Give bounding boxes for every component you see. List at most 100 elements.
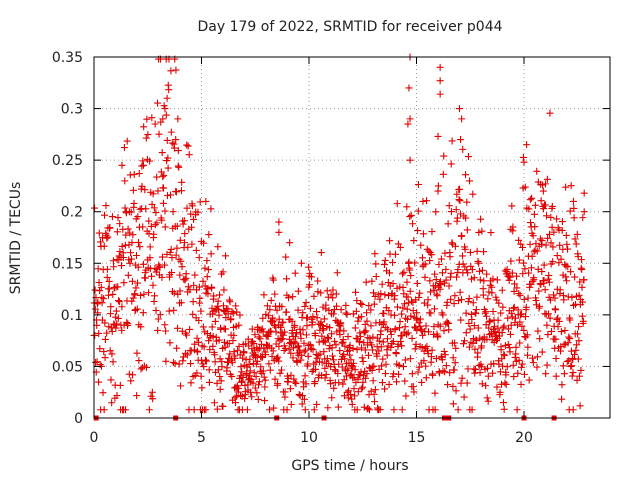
data-point (442, 265, 450, 273)
data-point (453, 273, 461, 281)
data-point (483, 394, 491, 402)
data-point (360, 403, 368, 411)
data-point (343, 310, 351, 318)
data-point (101, 354, 109, 362)
data-point (216, 373, 224, 381)
data-point (493, 276, 501, 284)
data-point (353, 297, 361, 305)
data-point (121, 204, 129, 212)
data-point (215, 336, 223, 344)
x-axis-label: GPS time / hours (291, 458, 408, 474)
data-point (578, 312, 586, 320)
data-point (538, 348, 546, 356)
data-point (519, 270, 527, 278)
data-point (433, 292, 441, 300)
data-point (423, 342, 431, 350)
data-point (543, 321, 551, 329)
data-point (267, 296, 275, 304)
data-point (556, 286, 564, 294)
data-point (309, 313, 317, 321)
data-point (360, 339, 368, 347)
data-point (229, 309, 237, 317)
data-point (170, 306, 178, 314)
data-point (175, 163, 183, 171)
data-point (557, 343, 565, 351)
data-point (369, 289, 377, 297)
data-point (310, 292, 318, 300)
data-point (520, 158, 528, 166)
data-point (146, 243, 154, 251)
data-point (442, 276, 450, 284)
data-point (227, 315, 235, 323)
data-point (375, 347, 383, 355)
data-point (118, 326, 126, 334)
data-point (477, 215, 485, 223)
data-point (365, 302, 373, 310)
data-point (259, 314, 267, 322)
data-point (118, 303, 126, 311)
data-point (160, 171, 168, 179)
data-point (250, 369, 258, 377)
y-tick-label: 0.05 (52, 359, 83, 375)
data-point (383, 351, 391, 359)
data-point (463, 226, 471, 234)
data-point (580, 189, 588, 197)
data-point (96, 345, 104, 353)
data-point (376, 406, 384, 414)
data-point (236, 311, 244, 319)
x-tick-label: 10 (300, 430, 318, 446)
data-point (522, 303, 530, 311)
data-point (530, 276, 538, 284)
data-point (121, 177, 129, 185)
data-point (350, 374, 358, 382)
data-point (200, 343, 208, 351)
data-point (489, 275, 497, 283)
data-point (384, 279, 392, 287)
data-point (449, 382, 457, 390)
data-point (562, 262, 570, 270)
data-point (139, 157, 147, 165)
data-point (570, 204, 578, 212)
data-point (105, 277, 113, 285)
data-point (116, 247, 124, 255)
data-point (573, 376, 581, 384)
data-point (487, 229, 495, 237)
data-point (381, 385, 389, 393)
data-point (470, 274, 478, 282)
data-point (321, 364, 329, 372)
data-point (338, 339, 346, 347)
data-point (480, 248, 488, 256)
data-point (282, 253, 290, 261)
data-point (441, 368, 449, 376)
data-point (228, 372, 236, 380)
data-point (476, 267, 484, 275)
data-point (458, 374, 466, 382)
data-point (550, 228, 558, 236)
data-point (504, 325, 512, 333)
data-point (466, 248, 474, 256)
data-point (161, 261, 169, 269)
data-point (103, 329, 111, 337)
data-point (543, 175, 551, 183)
data-point (229, 337, 237, 345)
data-point (235, 321, 243, 329)
data-point (144, 131, 152, 139)
data-point (204, 266, 212, 274)
data-point (348, 395, 356, 403)
data-point (100, 406, 108, 414)
data-point (447, 295, 455, 303)
data-point (410, 237, 418, 245)
data-point (251, 384, 259, 392)
data-point (231, 354, 239, 362)
data-point (576, 402, 584, 410)
data-point (278, 319, 286, 327)
data-point (396, 318, 404, 326)
data-point (289, 354, 297, 362)
data-point (560, 296, 568, 304)
data-point (415, 319, 423, 327)
data-point (112, 307, 120, 315)
data-point (120, 279, 128, 287)
data-point (569, 369, 577, 377)
data-point (291, 378, 299, 386)
data-point (482, 312, 490, 320)
